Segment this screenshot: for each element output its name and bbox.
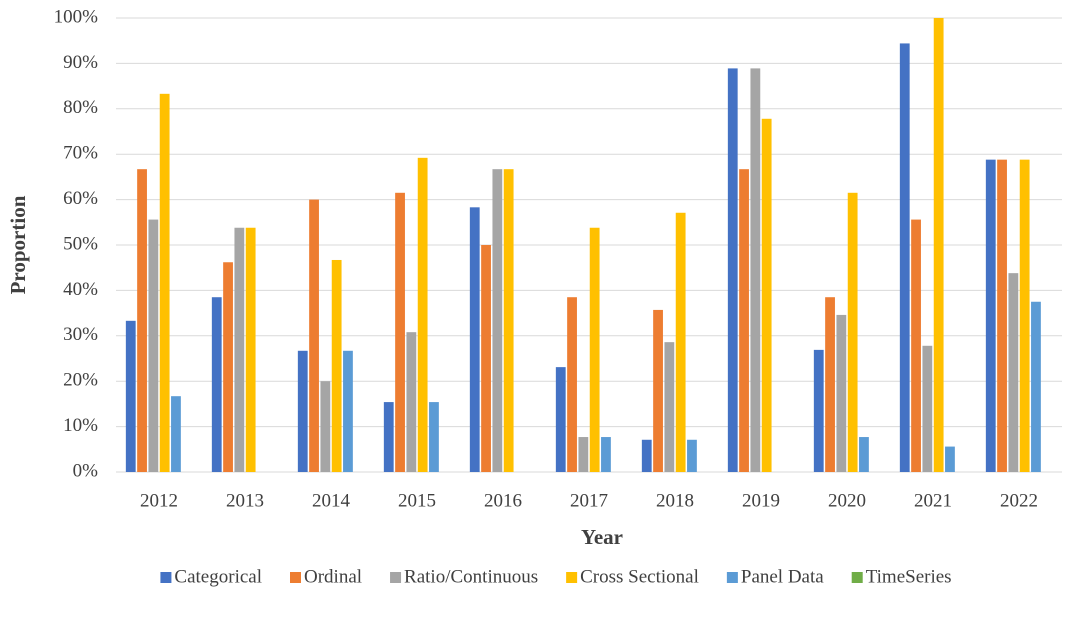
bar [945,446,955,472]
bar [469,207,480,472]
y-tick-label: 80% [63,97,98,118]
bar [406,332,417,472]
legend-swatch [851,572,863,583]
bar [125,320,136,472]
y-tick-label: 20% [63,370,98,391]
y-tick-label: 90% [63,52,98,73]
y-tick-label: 10% [63,415,98,436]
x-tick-label: 2019 [742,490,780,511]
legend-label: Categorical [174,566,262,587]
bar [1008,273,1019,472]
bar [899,43,910,472]
x-tick-label: 2020 [828,490,866,511]
x-tick-label: 2012 [140,490,178,511]
y-tick-label: 70% [63,143,98,164]
legend-swatch [726,572,738,583]
bar [223,262,233,472]
legend-swatch [290,572,301,583]
y-tick-label: 30% [63,324,98,345]
x-axis-title: Year [581,525,623,549]
bar [813,349,824,472]
bar [589,227,600,472]
y-tick-label: 50% [63,233,98,254]
bar [641,439,652,472]
x-tick-label: 2016 [484,490,522,511]
bar [727,68,738,473]
bar [761,118,772,473]
y-axis-title: Proportion [6,195,30,294]
bar [739,169,749,472]
bar [171,396,181,472]
x-tick-label: 2018 [656,490,694,511]
bar [653,309,663,472]
bar [922,345,933,472]
y-tick-label: 0% [73,460,99,481]
y-tick-label: 100% [54,6,99,27]
legend-label: TimeSeries [866,566,952,587]
bar [159,93,170,473]
bar [383,402,394,472]
bar [985,159,996,472]
y-tick-label: 60% [63,188,98,209]
bar [331,259,342,472]
bar [503,169,514,472]
bar [245,227,256,472]
bar [481,245,491,472]
bar [687,439,697,472]
legend-label: Cross Sectional [580,566,699,587]
bar [211,297,222,472]
bar [395,192,405,473]
x-tick-label: 2017 [570,490,608,511]
bar [859,437,869,472]
bar [911,219,921,472]
bar [675,212,686,473]
bar [567,297,577,472]
legend-label: Ordinal [304,566,362,587]
bar [137,169,147,472]
bar [664,342,675,472]
bar [997,159,1007,472]
bar [417,157,428,472]
legend-label: Ratio/Continuous [404,566,538,587]
bar [148,219,159,472]
x-tick-label: 2021 [914,490,952,511]
x-tick-label: 2022 [1000,490,1038,511]
bar [933,18,944,472]
bar [320,381,331,472]
bar [836,314,847,472]
bar [492,169,503,472]
y-tick-label: 40% [63,279,98,300]
bar [309,199,319,472]
bar [601,437,611,472]
x-tick-label: 2014 [312,490,351,511]
bar [429,402,439,472]
bar [578,437,589,472]
bar [343,350,353,472]
legend-swatch [160,572,172,583]
x-tick-label: 2015 [398,490,436,511]
legend-swatch [390,572,402,583]
bar [1019,159,1030,472]
bar [1031,301,1041,472]
bar [297,350,308,472]
bar [750,68,761,473]
bar [234,227,245,472]
bar [847,192,858,473]
legend-label: Panel Data [741,566,824,587]
bar [555,367,566,472]
legend-swatch [566,572,578,583]
x-tick-label: 2013 [226,490,264,511]
bar [825,297,835,472]
